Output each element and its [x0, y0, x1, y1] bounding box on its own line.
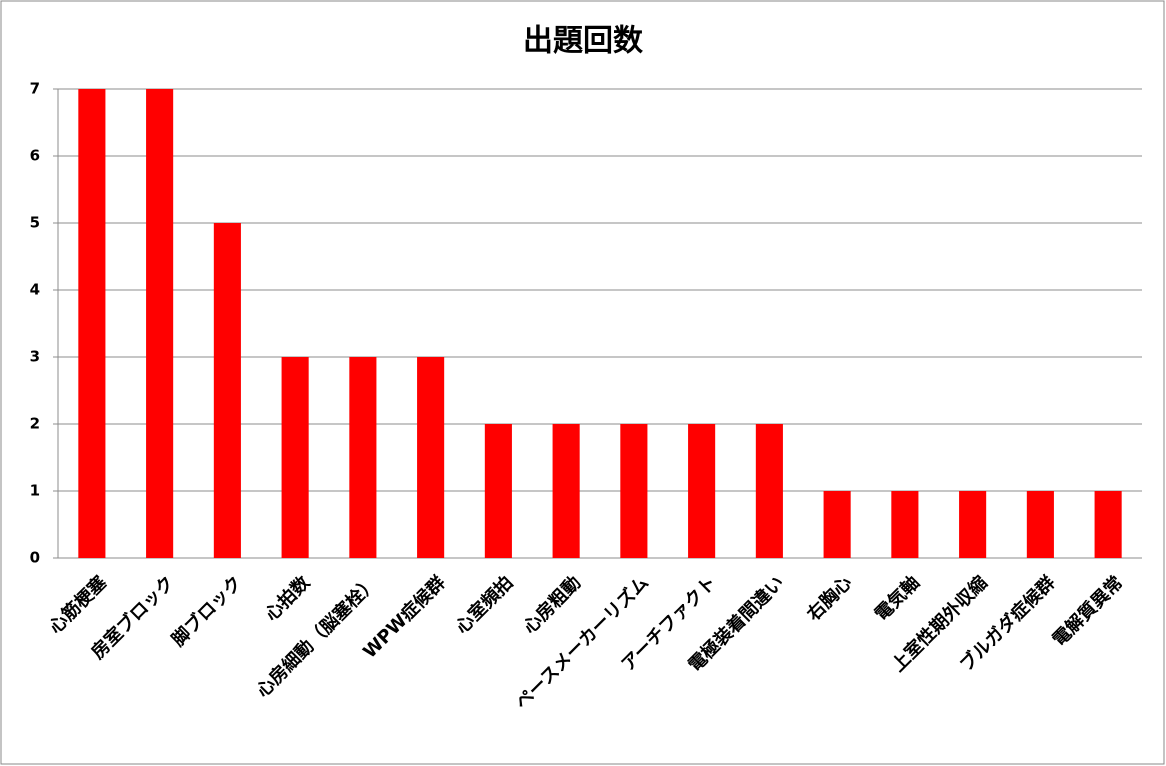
bar	[823, 491, 851, 558]
bar	[349, 357, 377, 558]
bar	[552, 424, 580, 558]
bar	[1026, 491, 1054, 558]
y-tick-label: 4	[30, 281, 40, 299]
bar	[755, 424, 783, 558]
y-tick-label: 6	[30, 147, 40, 165]
y-tick-label: 5	[30, 214, 40, 232]
bar	[1094, 491, 1122, 558]
bar	[213, 223, 241, 558]
y-tick-label: 1	[30, 482, 40, 500]
bar	[146, 89, 174, 558]
y-tick-label: 2	[30, 415, 40, 433]
bar	[78, 89, 106, 558]
chart-title: 出題回数	[523, 24, 644, 59]
bar	[417, 357, 445, 558]
bar	[484, 424, 512, 558]
bar	[620, 424, 648, 558]
y-tick-label: 7	[30, 80, 40, 98]
y-tick-label: 0	[30, 549, 40, 567]
bar	[281, 357, 309, 558]
bar	[688, 424, 716, 558]
y-tick-label: 3	[30, 348, 40, 366]
bar	[891, 491, 919, 558]
bar	[959, 491, 987, 558]
